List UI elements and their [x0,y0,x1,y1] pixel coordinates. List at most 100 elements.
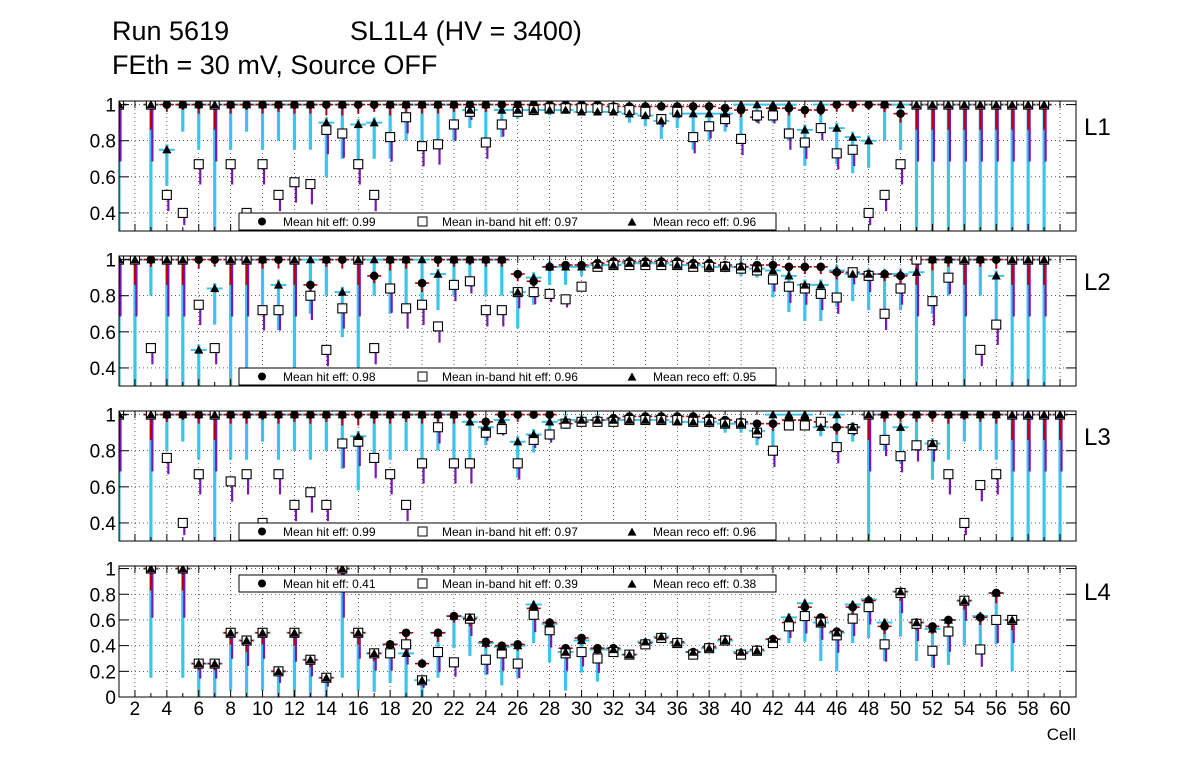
inband-eff-point [193,299,204,310]
reco-eff-point [911,617,922,627]
reco-eff-point [672,417,682,426]
inband-eff-point [161,452,172,463]
reco-eff-point [353,119,363,129]
inband-eff-point [991,614,1002,625]
layer-label: L2 [1084,269,1111,296]
y-tick-label: 0 [105,688,116,709]
inband-eff-point [432,321,444,332]
x-tick-label: 58 [1018,699,1039,720]
reco-eff-point [385,639,395,649]
inband-eff-point [560,294,571,305]
reco-eff-point [353,431,363,440]
reco-eff-point [305,655,315,664]
reco-eff-point [561,105,571,114]
reco-eff-point [321,673,331,682]
reco-eff-point [736,647,746,656]
inband-eff-point [512,658,523,669]
reco-eff-point [991,271,1001,280]
reco-eff-point [608,260,619,269]
inband-eff-point [831,148,842,159]
layer-label: L1 [1084,114,1111,141]
reco-eff-point [848,422,858,431]
inband-eff-point [704,121,715,132]
reco-eff-point [768,634,778,643]
hit-eff-point [657,102,666,111]
inband-eff-point [401,499,412,510]
legend-hit-label: Mean hit eff: 0.98 [283,370,376,384]
hit-eff-point [481,417,491,427]
inband-eff-point [496,305,507,316]
x-tick-label: 16 [348,699,369,720]
inband-eff-point [895,451,906,462]
hit-eff-point [306,280,315,290]
title-chamber: SL1L4 (HV = 3400) [350,16,582,46]
reco-eff-point [576,415,587,424]
legend-reco-marker [627,217,637,226]
x-tick-label: 30 [571,699,592,720]
reco-eff-point [736,262,746,271]
inband-eff-point [847,613,858,624]
hit-eff-point [784,262,794,272]
inband-eff-point [767,445,779,456]
reco-eff-point [449,611,459,620]
y-tick-label: 0.4 [90,637,117,658]
inband-eff-point [289,177,300,188]
x-tick-label: 42 [762,699,783,720]
reco-eff-point [624,109,634,118]
inband-eff-point [464,276,475,287]
reco-eff-point [497,415,507,424]
legend-inband-marker [417,216,428,227]
inband-eff-point [145,343,156,354]
legend-hit-marker [258,217,266,226]
inband-eff-point [528,609,539,620]
x-tick-label: 50 [890,699,911,720]
inband-eff-point [369,343,380,354]
legend-hit-label: Mean hit eff: 0.99 [283,525,376,539]
inband-eff-point [305,487,316,498]
reco-eff-point [688,260,698,269]
legend-reco-marker [627,372,637,381]
reco-eff-point [720,109,730,118]
hit-eff-point [832,422,842,432]
inband-eff-point [799,137,810,148]
inband-eff-point [767,110,779,121]
inband-eff-point [401,112,412,123]
inband-eff-point [480,137,491,148]
hit-eff-point [896,109,905,118]
inband-eff-point [480,654,491,665]
x-tick-label: 40 [730,699,751,720]
x-tick-label: 10 [252,699,273,720]
inband-eff-point [799,420,810,431]
reco-eff-point [1007,615,1017,624]
reco-eff-point [210,659,220,668]
inband-eff-point [783,281,794,292]
reco-eff-point [592,644,603,654]
reco-eff-point [800,598,810,607]
inband-eff-point [225,159,236,170]
panels: 0.4 0.6 0.8 1 L1 Mean hit eff: 0.99 Mean in-ba… [90,96,1111,720]
inband-eff-point [879,434,890,445]
reco-eff-point [465,105,475,114]
hit-eff-point [768,419,778,428]
reco-eff-point [608,415,619,424]
inband-eff-point [544,288,555,299]
y-tick-label: 0.2 [90,662,116,683]
inband-eff-point [895,159,906,170]
inband-eff-point [927,645,938,656]
inband-eff-point [209,343,220,354]
legend-reco-label: Mean reco eff: 0.95 [653,370,757,384]
legend-inband-label: Mean in-band hit eff: 0.96 [442,370,578,384]
inband-eff-point [193,159,204,170]
reco-eff-point [656,632,666,641]
inband-eff-point [273,305,284,316]
reco-eff-point [337,287,347,296]
inband-eff-point [895,283,906,294]
reco-eff-point [895,422,906,431]
reco-eff-point [561,262,571,271]
inband-eff-point [863,602,874,613]
panel-data [119,411,1069,541]
hit-eff-point [688,102,698,111]
inband-eff-point [544,429,555,440]
y-tick-label: 0.4 [90,359,117,380]
reco-eff-point [832,123,842,132]
